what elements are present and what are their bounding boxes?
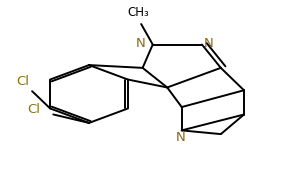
Text: Cl: Cl xyxy=(28,103,40,116)
Text: CH₃: CH₃ xyxy=(127,6,149,19)
Text: N: N xyxy=(136,37,146,50)
Text: N: N xyxy=(203,37,213,50)
Text: Cl: Cl xyxy=(16,75,29,88)
Text: N: N xyxy=(175,131,185,144)
